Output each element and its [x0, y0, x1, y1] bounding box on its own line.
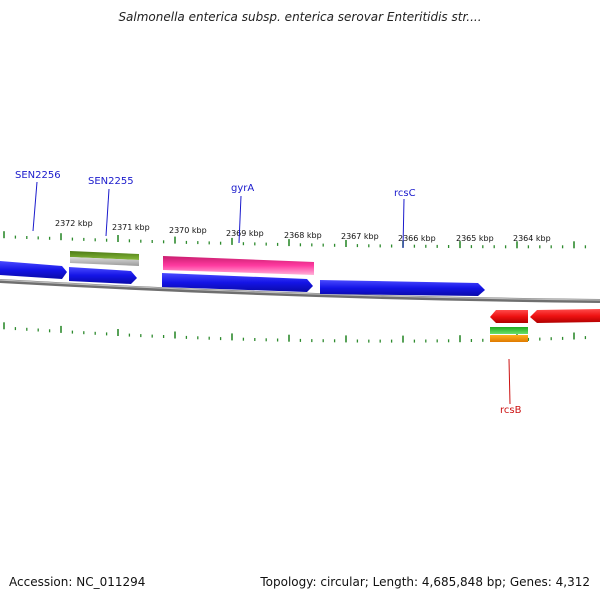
accession-label: Accession: NC_011294: [9, 575, 146, 589]
genome-summary: Topology: circular; Length: 4,685,848 bp…: [260, 575, 590, 589]
gene-arrow-reverse[interactable]: [490, 310, 528, 323]
gene-arrow-forward[interactable]: [0, 261, 67, 279]
gene-arrow-reverse[interactable]: [530, 309, 600, 323]
scale-label: 2371 kbp: [112, 223, 150, 232]
gene-label-sen2256[interactable]: SEN2256: [15, 170, 61, 181]
scale-label: 2367 kbp: [341, 232, 379, 241]
scale-label: 2369 kbp: [226, 229, 264, 238]
feature-bar-orange[interactable]: [490, 335, 528, 342]
gene-arrow-forward[interactable]: [320, 280, 485, 296]
scale-label: 2368 kbp: [284, 231, 322, 240]
feature-bar-lightgreen[interactable]: [490, 327, 528, 334]
gene-label-sen2255[interactable]: SEN2255: [88, 176, 134, 187]
label-leader: [508, 358, 511, 405]
scale-label: 2366 kbp: [398, 234, 436, 243]
scale-label: 2370 kbp: [169, 226, 207, 235]
scale-label: 2364 kbp: [513, 234, 551, 243]
gene-label-rcsc[interactable]: rcsC: [394, 188, 416, 199]
genome-backbone: [0, 279, 600, 303]
label-leader: [402, 198, 405, 249]
scale-label: 2372 kbp: [55, 219, 93, 228]
label-leader: [105, 188, 110, 237]
label-leader: [238, 195, 242, 244]
gene-label-rcsb[interactable]: rcsB: [500, 405, 522, 416]
genome-title: Salmonella enterica subsp. enterica sero…: [118, 10, 482, 24]
label-leader: [32, 181, 38, 232]
gene-label-gyra[interactable]: gyrA: [231, 183, 254, 194]
gene-arrow-forward[interactable]: [162, 273, 313, 292]
feature-bar-gray[interactable]: [70, 257, 139, 266]
feature-bar-magenta[interactable]: [163, 256, 314, 275]
scale-label: 2365 kbp: [456, 234, 494, 243]
gene-arrow-forward[interactable]: [69, 267, 137, 284]
